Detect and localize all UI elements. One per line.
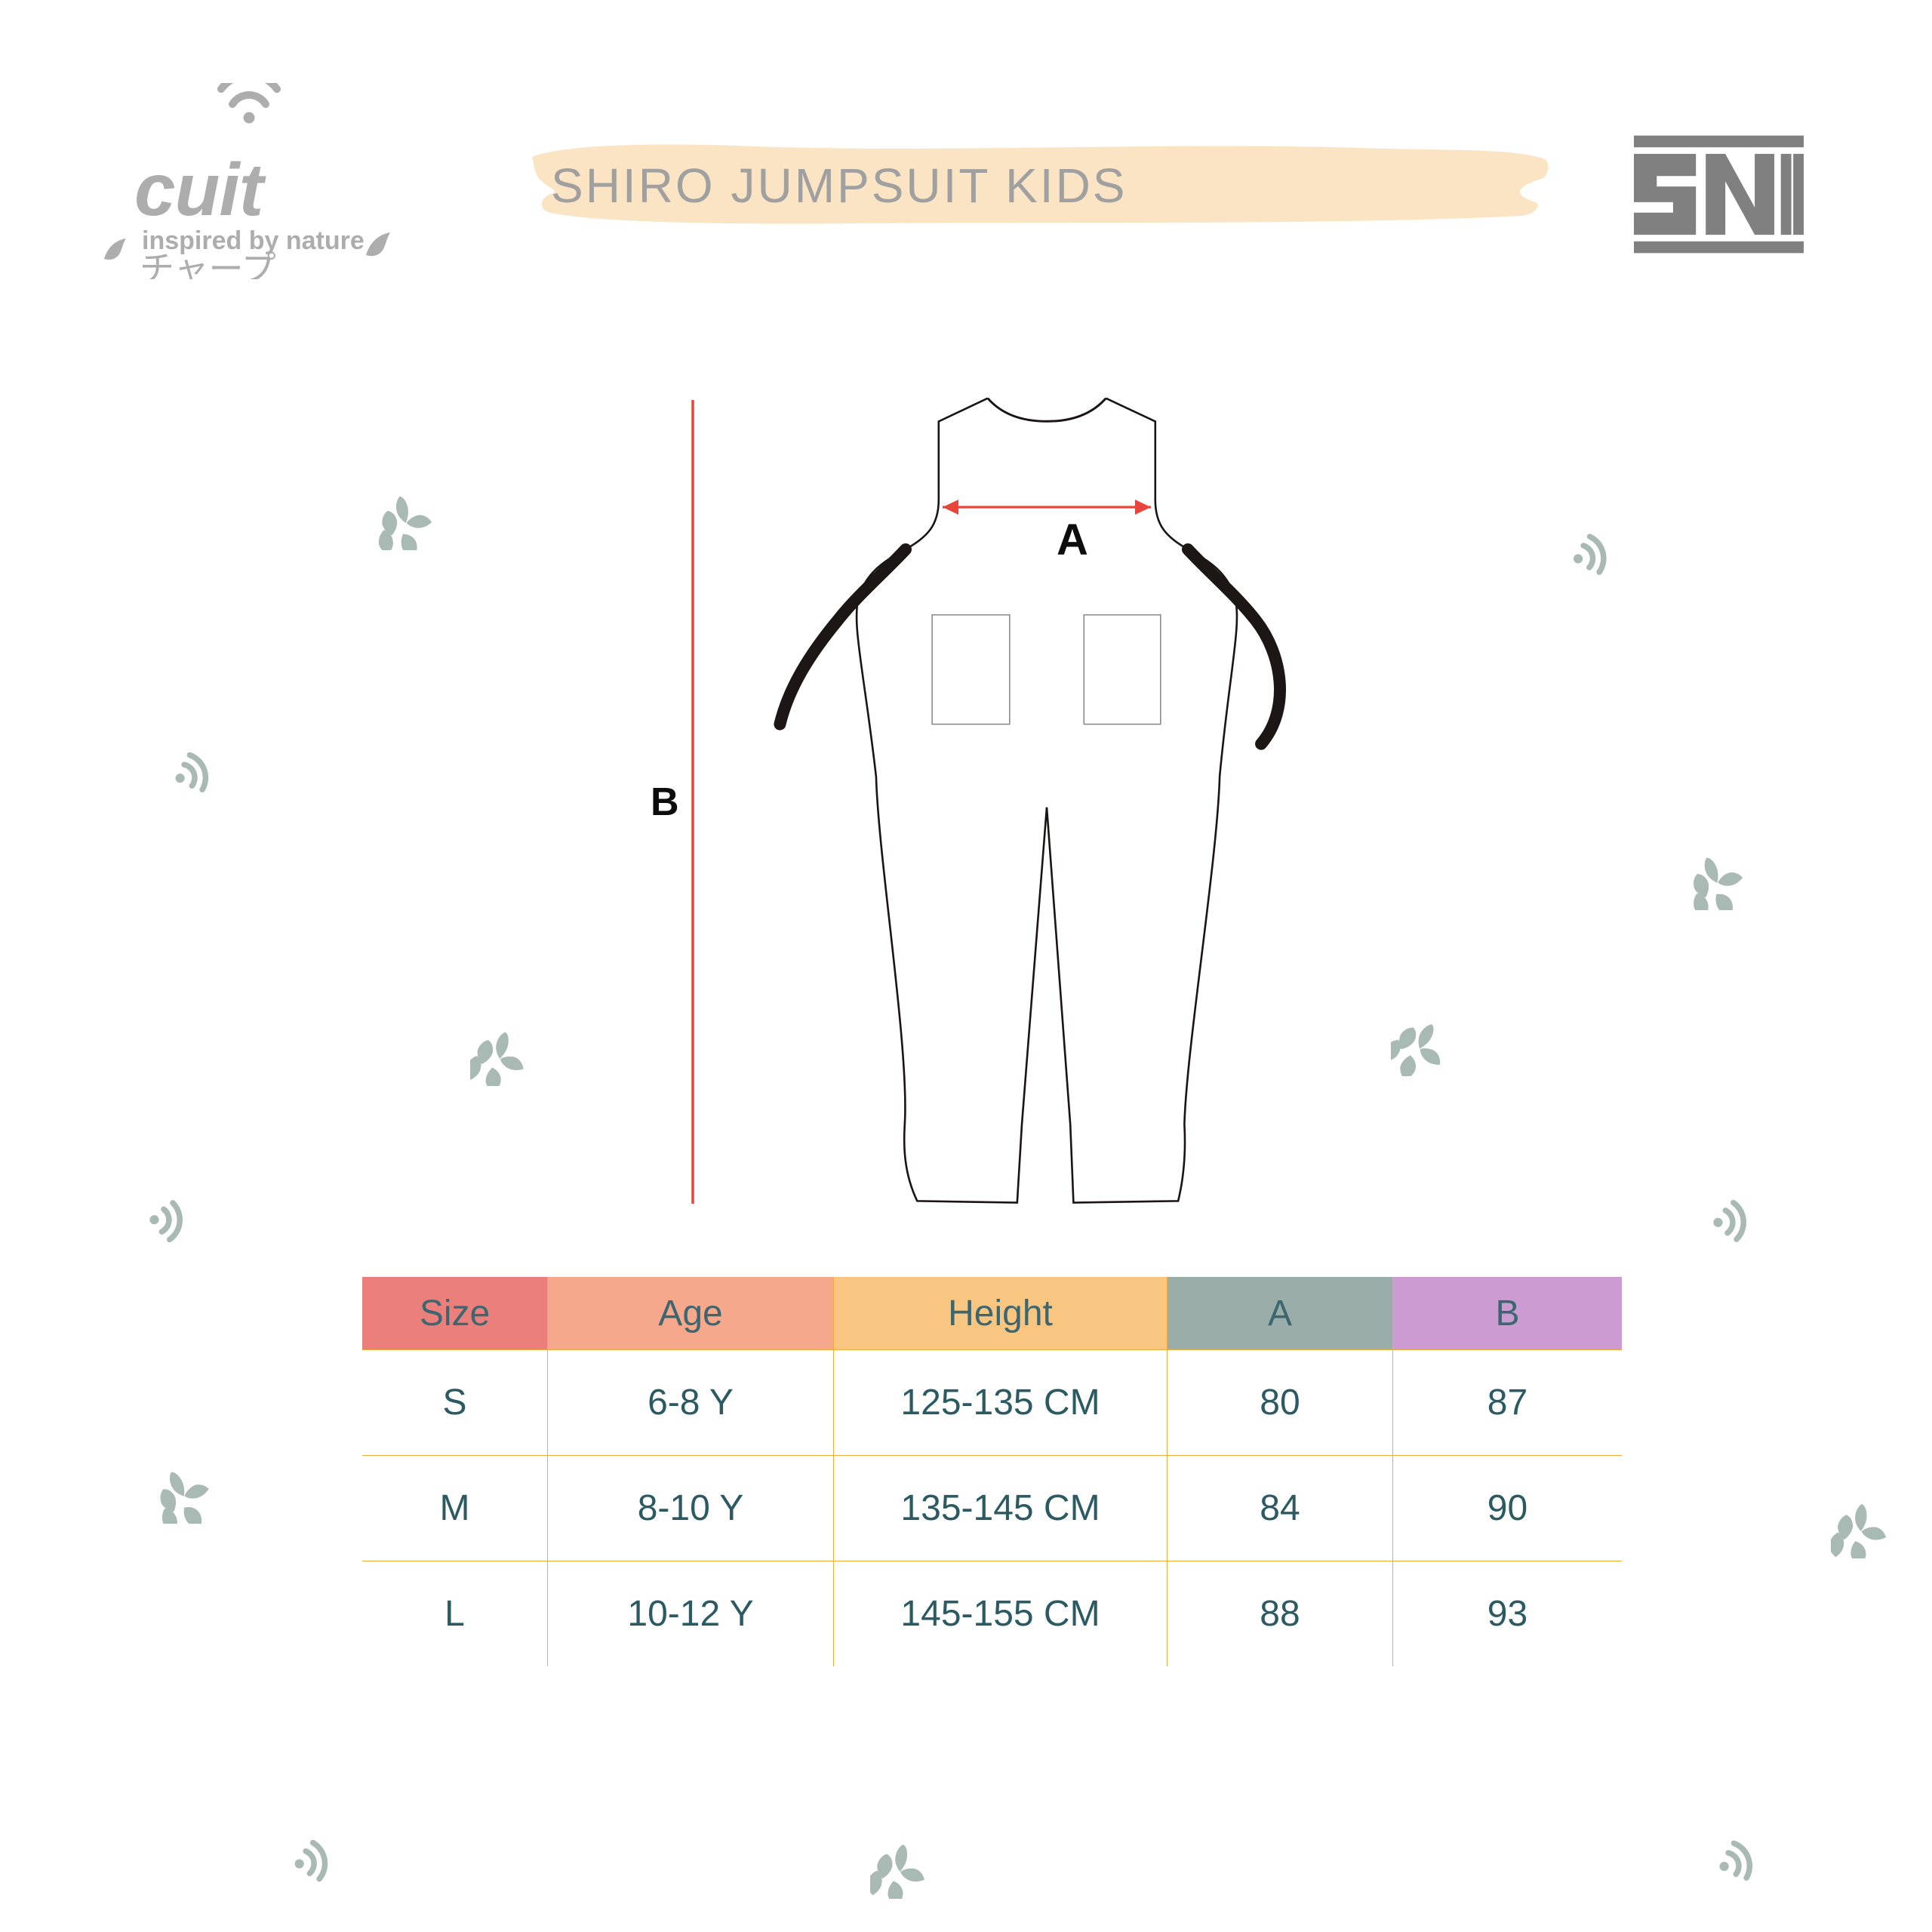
svg-text:cuit: cuit xyxy=(134,148,266,231)
svg-text:A: A xyxy=(1057,515,1088,565)
svg-text:チャープ: チャープ xyxy=(140,249,276,279)
svg-text:SHIRO JUMPSUIT KIDS: SHIRO JUMPSUIT KIDS xyxy=(551,158,1127,213)
svg-text:B: B xyxy=(651,780,679,824)
